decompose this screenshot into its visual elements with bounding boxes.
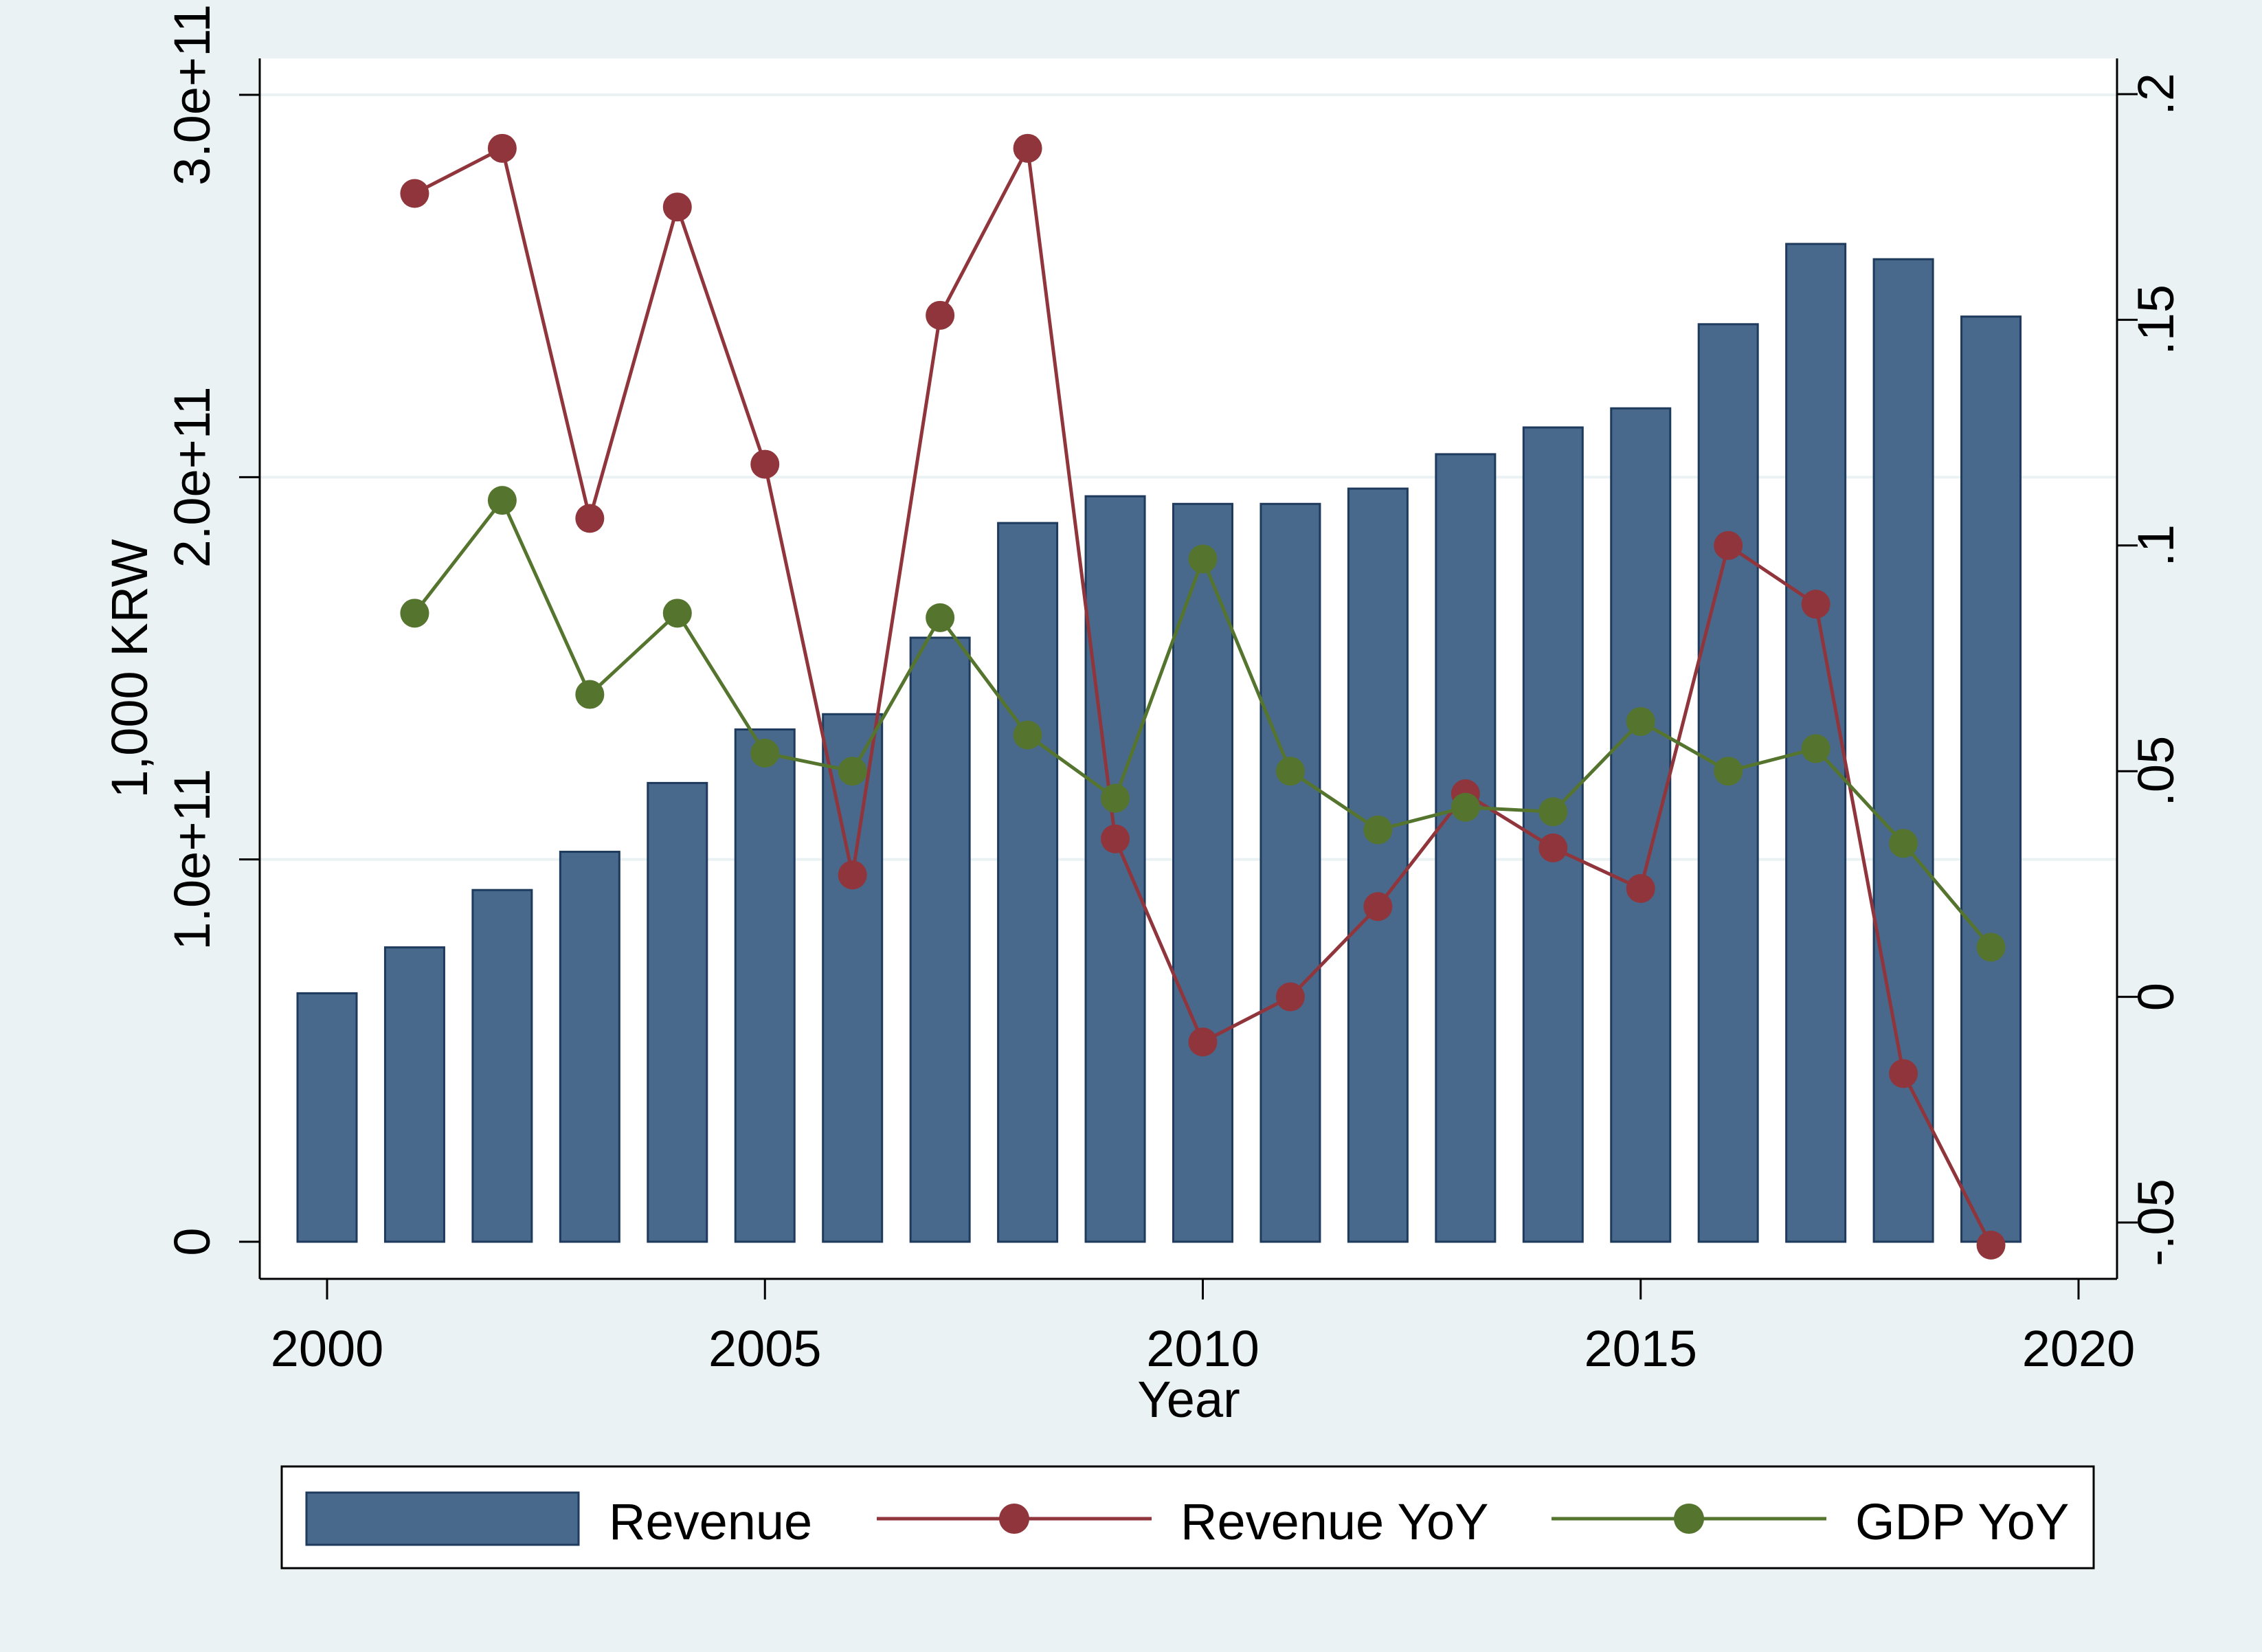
bar-revenue [909,636,971,1243]
point-revenue-yoy [750,449,780,479]
point-gdp-yoy [1188,544,1218,574]
point-revenue-yoy [1889,1059,1918,1089]
point-revenue-yoy [1626,873,1655,903]
point-revenue-yoy [1801,590,1830,619]
point-revenue-yoy [487,133,517,163]
point-revenue-yoy [400,179,429,208]
legend-marker-gdp-yoy [1674,1504,1704,1534]
y-right-tick-label: 0 [2127,983,2184,1011]
legend-marker-revenue-yoy [999,1504,1029,1534]
bar-revenue [1172,502,1233,1243]
y-axis-title-left: 1,000 KRW [101,539,158,798]
bar-revenue [383,946,445,1243]
y-left-tick-label: 3.0e+11 [164,4,221,186]
x-tick-label: 2020 [2022,1320,2136,1377]
point-revenue-yoy [838,860,867,890]
point-gdp-yoy [750,738,780,768]
point-revenue-yoy [1188,1027,1218,1057]
y-left-tick-label: 1.0e+11 [164,769,221,950]
y-left-tick-label: 2.0e+11 [164,386,221,568]
point-gdp-yoy [1013,720,1042,750]
point-gdp-yoy [575,680,605,709]
x-tick-label: 2005 [708,1320,822,1377]
bar-revenue [1435,453,1497,1243]
y-right-tick-label: .05 [2127,736,2184,807]
bar-revenue [647,781,708,1243]
x-tick-label: 2010 [1146,1320,1259,1377]
point-gdp-yoy [1363,815,1393,845]
bar-revenue [822,713,884,1243]
point-gdp-yoy [1801,734,1830,763]
yoy-lines [400,133,2006,1260]
bar-revenue [1084,495,1146,1243]
x-tick-label: 2000 [271,1320,384,1377]
legend-label-revenue-yoy: Revenue YoY [1180,1493,1489,1550]
axes: 2000 2005 2010 2015 2020 0 1.0e+11 2.0e+11 3.0e+… [164,4,2184,1377]
point-revenue-yoy [1714,531,1743,560]
point-revenue-yoy [1363,892,1393,922]
y-left-tick-label: 0 [164,1227,221,1255]
point-revenue-yoy [1013,133,1042,163]
point-revenue-yoy [1538,833,1568,862]
point-revenue-yoy [1101,824,1130,853]
point-gdp-yoy [1101,783,1130,813]
point-gdp-yoy [838,757,867,786]
revenue-bars [296,243,2022,1243]
legend: Revenue Revenue YoY GDP YoY [280,1465,2095,1570]
bar-revenue [1610,407,1672,1243]
bar-revenue [1259,502,1321,1243]
point-gdp-yoy [487,486,517,515]
legend-label-revenue: Revenue [609,1493,812,1550]
point-gdp-yoy [1976,933,2006,962]
point-gdp-yoy [1275,757,1305,786]
point-revenue-yoy [1275,982,1305,1012]
point-gdp-yoy [1538,797,1568,827]
y-right-tick-label: -.05 [2127,1179,2184,1266]
legend-swatch-revenue [305,1491,580,1546]
point-revenue-yoy [1976,1230,2006,1260]
bar-revenue [997,522,1059,1243]
point-gdp-yoy [400,599,429,628]
point-gdp-yoy [1626,706,1655,736]
bar-revenue [296,992,358,1243]
bar-revenue [734,728,796,1243]
legend-label-gdp-yoy: GDP YoY [1855,1493,2069,1550]
point-revenue-yoy [662,192,692,222]
point-revenue-yoy [926,300,955,330]
point-gdp-yoy [1714,757,1743,786]
bar-revenue [1960,315,2022,1243]
point-gdp-yoy [662,599,692,628]
point-revenue-yoy [575,504,605,533]
point-gdp-yoy [1889,829,1918,858]
x-axis-title: Year [1137,1371,1240,1428]
x-tick-label: 2015 [1584,1320,1697,1377]
point-gdp-yoy [926,603,955,632]
bar-revenue [471,889,533,1243]
bar-revenue [1872,258,1934,1243]
point-gdp-yoy [1451,792,1480,822]
bar-revenue [1347,487,1409,1243]
y-right-tick-label: .15 [2127,284,2184,355]
y-right-tick-label: .1 [2127,524,2184,567]
y-right-tick-label: .2 [2127,73,2184,115]
bar-revenue [559,851,620,1243]
